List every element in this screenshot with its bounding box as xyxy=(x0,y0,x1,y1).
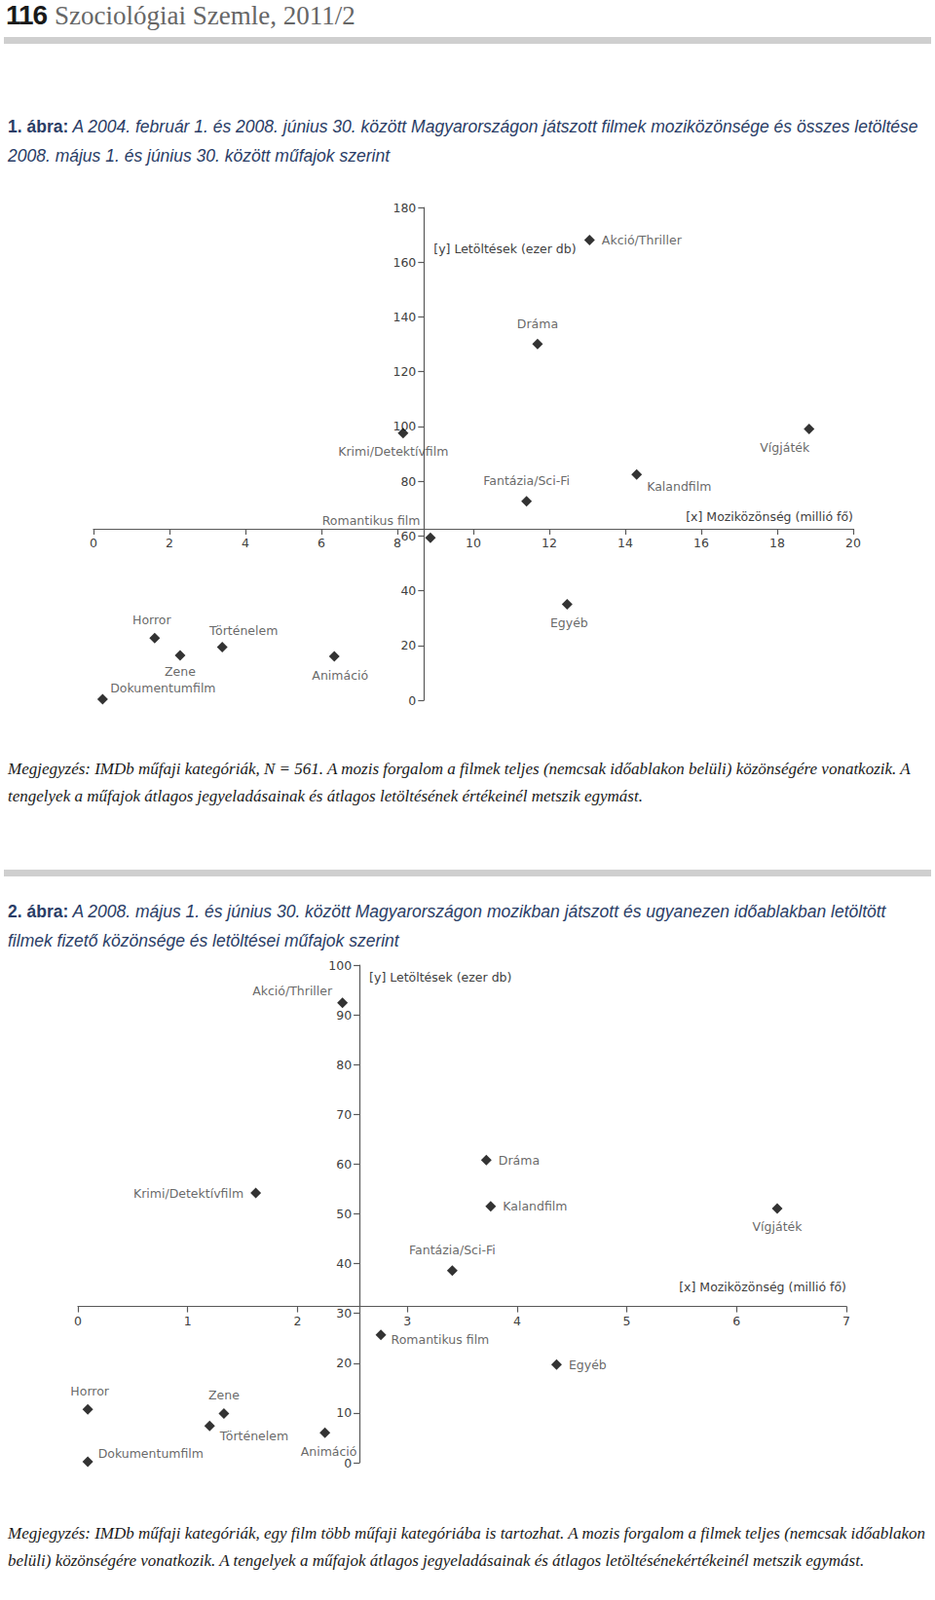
svg-text:14: 14 xyxy=(617,535,634,551)
svg-text:Fantázia/Sci-Fi: Fantázia/Sci-Fi xyxy=(483,473,570,488)
svg-text:3: 3 xyxy=(403,1313,412,1329)
svg-text:80: 80 xyxy=(336,1057,352,1073)
svg-text:40: 40 xyxy=(400,583,416,599)
svg-text:30: 30 xyxy=(336,1306,352,1321)
svg-text:Egyéb: Egyéb xyxy=(568,1357,607,1373)
svg-text:120: 120 xyxy=(392,364,416,379)
svg-text:Akció/Thriller: Akció/Thriller xyxy=(601,232,683,248)
html-text:2. ábra: A 2008. május 1. és j: 2. ábra: A 2008. május 1. és június 30. … xyxy=(7,901,886,951)
svg-text:Dokumentumfilm: Dokumentumfilm xyxy=(110,680,216,696)
svg-text:Történelem: Történelem xyxy=(219,1428,289,1444)
html-text:1. ábra: A 2004. február 1. és: 1. ábra: A 2004. február 1. és 2008. jún… xyxy=(7,116,918,166)
svg-text:Dokumentumfilm: Dokumentumfilm xyxy=(98,1446,204,1461)
svg-text:[x] Moziközönség (millió fő): [x] Moziközönség (millió fő) xyxy=(678,1279,847,1295)
svg-text:20: 20 xyxy=(845,535,861,551)
svg-text:70: 70 xyxy=(336,1107,352,1122)
svg-text:0: 0 xyxy=(408,693,416,709)
svg-text:Vígjáték: Vígjáték xyxy=(752,1219,804,1235)
svg-text:10: 10 xyxy=(465,535,482,551)
svg-text:90: 90 xyxy=(336,1008,352,1023)
svg-text:12: 12 xyxy=(541,535,558,551)
svg-text:20: 20 xyxy=(400,637,416,653)
svg-text:Romantikus film: Romantikus film xyxy=(391,1332,490,1347)
svg-text:4: 4 xyxy=(513,1313,522,1329)
svg-text:0: 0 xyxy=(89,535,98,551)
svg-text:2: 2 xyxy=(293,1313,301,1329)
svg-text:6: 6 xyxy=(732,1313,741,1329)
html-text:Megjegyzés: IMDb műfaji kategó: Megjegyzés: IMDb műfaji kategóriák, N = … xyxy=(7,759,910,806)
svg-text:5: 5 xyxy=(623,1313,632,1329)
svg-text:Zene: Zene xyxy=(208,1387,240,1403)
svg-text:50: 50 xyxy=(336,1206,352,1222)
svg-text:Fantázia/Sci-Fi: Fantázia/Sci-Fi xyxy=(409,1242,496,1258)
svg-text:[y] Letöltések (ezer db): [y] Letöltések (ezer db) xyxy=(369,970,512,985)
svg-text:0: 0 xyxy=(74,1313,82,1329)
svg-text:7: 7 xyxy=(842,1313,851,1329)
svg-text:80: 80 xyxy=(400,474,416,489)
svg-text:140: 140 xyxy=(392,309,416,325)
svg-text:Kalandfilm: Kalandfilm xyxy=(646,479,711,494)
svg-text:60: 60 xyxy=(336,1157,352,1172)
svg-text:16: 16 xyxy=(693,535,710,551)
svg-text:2: 2 xyxy=(165,535,174,551)
svg-text:[y] Letöltések (ezer db): [y] Letöltések (ezer db) xyxy=(433,241,576,257)
svg-text:100: 100 xyxy=(392,419,417,434)
svg-text:[x] Moziközönség (millió fő): [x] Moziközönség (millió fő) xyxy=(685,509,854,524)
svg-text:10: 10 xyxy=(336,1405,352,1421)
svg-text:Romantikus film: Romantikus film xyxy=(322,513,421,528)
svg-text:Krimi/Detektívfilm: Krimi/Detektívfilm xyxy=(337,444,449,459)
svg-text:Történelem: Történelem xyxy=(208,623,278,638)
svg-text:Animáció: Animáció xyxy=(311,668,369,683)
svg-text:Kalandfilm: Kalandfilm xyxy=(502,1198,567,1214)
svg-text:Vígjáték: Vígjáték xyxy=(759,440,811,455)
svg-text:Krimi/Detektívfilm: Krimi/Detektívfilm xyxy=(133,1186,244,1201)
svg-text:Akció/Thriller: Akció/Thriller xyxy=(252,983,334,999)
svg-text:180: 180 xyxy=(392,200,416,216)
svg-text:18: 18 xyxy=(769,535,786,551)
svg-text:Animáció: Animáció xyxy=(300,1444,358,1459)
svg-text:Horror: Horror xyxy=(70,1383,110,1399)
svg-text:160: 160 xyxy=(392,255,416,270)
svg-text:8: 8 xyxy=(393,535,402,551)
html-text:Megjegyzés: IMDb műfaji kategó: Megjegyzés: IMDb műfaji kategóriák, egy … xyxy=(7,1524,926,1571)
svg-text:4: 4 xyxy=(241,535,250,551)
svg-text:40: 40 xyxy=(336,1256,352,1272)
svg-text:20: 20 xyxy=(336,1355,352,1371)
svg-text:6: 6 xyxy=(317,535,326,551)
svg-text:0: 0 xyxy=(344,1455,352,1471)
svg-text:Egyéb: Egyéb xyxy=(550,615,589,631)
svg-text:Dráma: Dráma xyxy=(498,1153,540,1168)
svg-text:Dráma: Dráma xyxy=(517,316,559,332)
svg-text:1: 1 xyxy=(184,1313,192,1329)
svg-text:60: 60 xyxy=(400,528,416,544)
svg-text:100: 100 xyxy=(328,958,352,973)
html-text:116 Szociológiai Szemle, 2011/: 116 Szociológiai Szemle, 2011/2 xyxy=(5,0,356,31)
svg-text:Zene: Zene xyxy=(164,664,196,679)
svg-text:Horror: Horror xyxy=(132,612,172,628)
